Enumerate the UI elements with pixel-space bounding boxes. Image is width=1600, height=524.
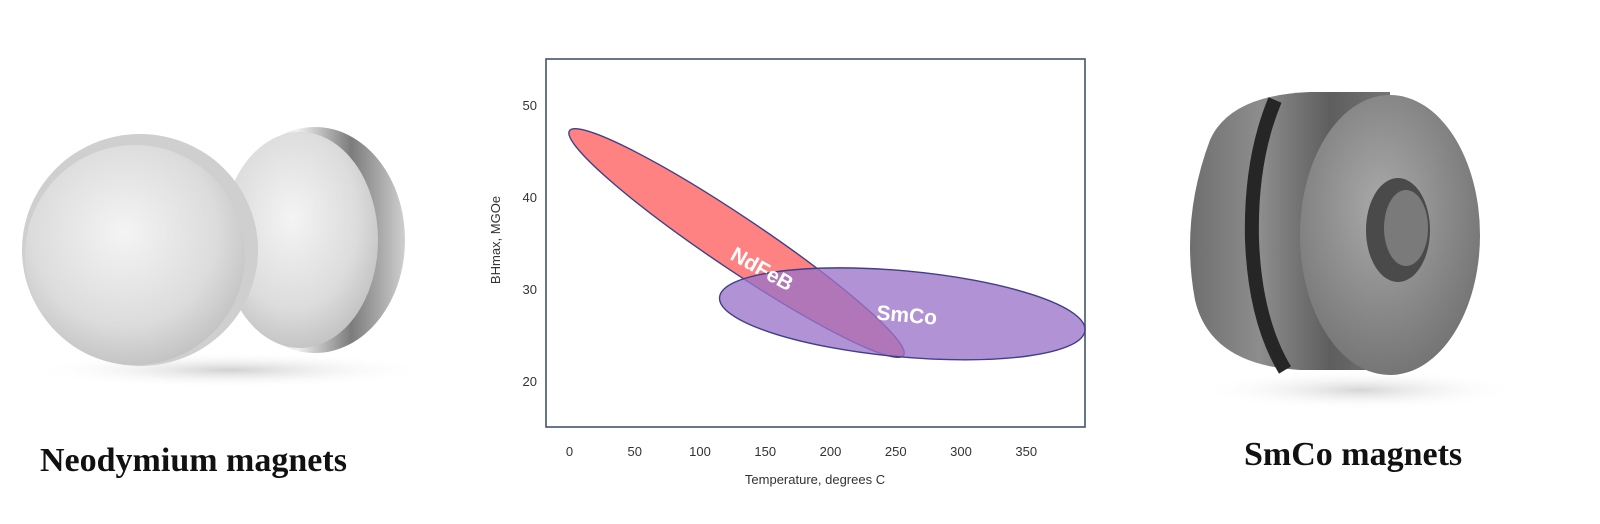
y-tick-label: 50	[523, 98, 537, 113]
x-axis-label: Temperature, degrees C	[745, 472, 885, 487]
neodymium-caption: Neodymium magnets	[40, 442, 347, 479]
regions-layer	[568, 128, 1086, 361]
y-tick-label: 40	[523, 190, 537, 205]
neodymium-magnets-photo	[22, 127, 430, 388]
y-tick-labels: 20 30 40 50	[523, 98, 537, 389]
x-tick-label: 200	[820, 444, 842, 459]
x-tick-labels: 0 50 100 150 200 250 300 350	[566, 444, 1037, 459]
ring-groove	[1244, 97, 1292, 374]
smco-region	[718, 267, 1086, 361]
y-axis-label: BHmax, MGOe	[488, 196, 503, 284]
x-tick-label: 150	[754, 444, 776, 459]
x-tick-label: 300	[950, 444, 972, 459]
plot-frame	[545, 58, 1086, 428]
x-tick-label: 250	[885, 444, 907, 459]
x-tick-label: 50	[628, 444, 642, 459]
y-tick-label: 20	[523, 374, 537, 389]
smco-caption: SmCo magnets	[1244, 436, 1463, 473]
x-tick-label: 0	[566, 444, 573, 459]
back-disc-face	[222, 132, 378, 348]
x-tick-label: 100	[689, 444, 711, 459]
floor-shadow	[30, 352, 430, 388]
front-disc-face	[25, 145, 245, 365]
x-tick-label: 350	[1015, 444, 1037, 459]
ring-hole-inner	[1384, 190, 1428, 266]
smco-magnet-photo	[1190, 92, 1520, 410]
smco-label: SmCo	[876, 302, 938, 330]
y-tick-label: 30	[523, 282, 537, 297]
ring-shadow	[1200, 370, 1520, 410]
